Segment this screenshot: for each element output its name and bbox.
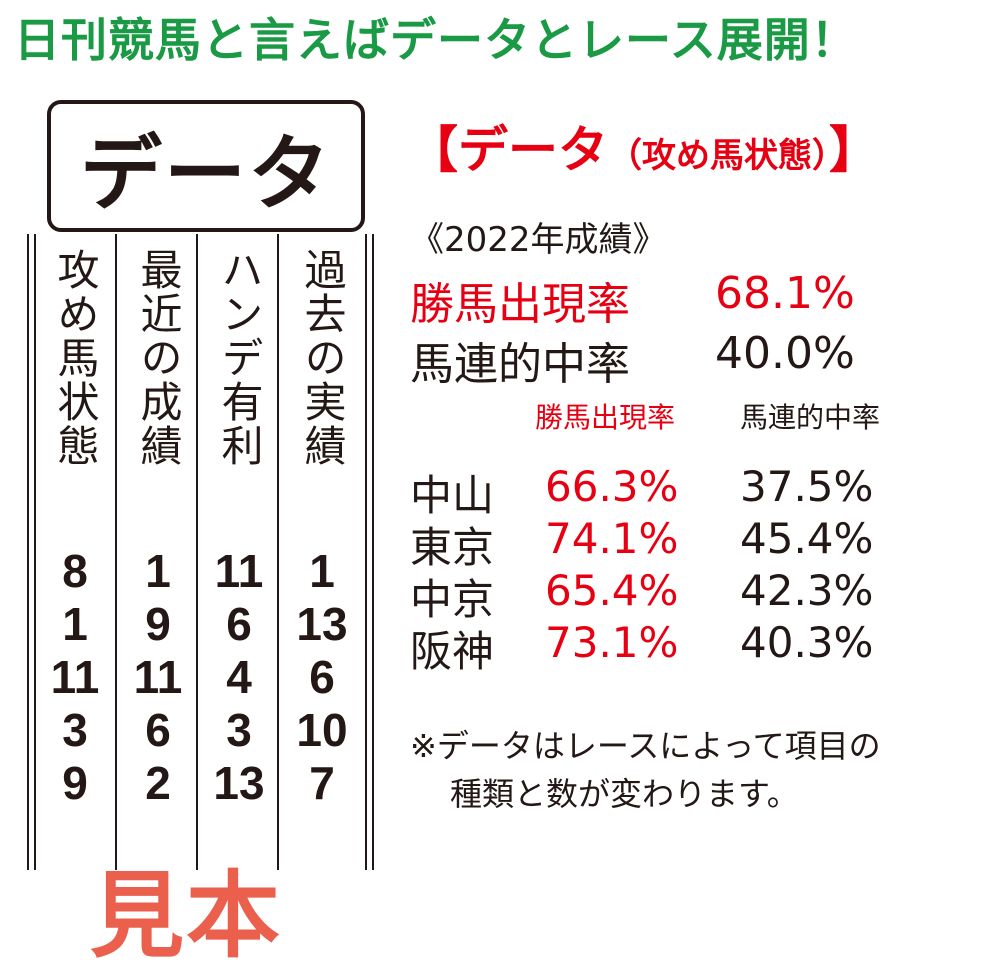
- column-number: 11: [214, 545, 264, 597]
- column-number: 8: [62, 545, 88, 597]
- column-number: 3: [62, 704, 88, 756]
- year-label: 《2022年成績》: [410, 220, 667, 260]
- venue-name: 東京: [410, 523, 495, 572]
- panel-title: 【データ（攻め馬状態）】: [408, 110, 990, 182]
- rule-line: [277, 234, 279, 870]
- venue-name: 中山: [410, 471, 495, 520]
- panel-title-main: 【データ: [408, 121, 608, 179]
- column-number: 2: [145, 757, 171, 809]
- column-number: 11: [50, 651, 100, 703]
- column-number: 1: [62, 598, 88, 650]
- column-recent-results: 最近の成績 1 9 11 6 2: [118, 248, 198, 810]
- column-number: 13: [213, 757, 265, 809]
- column-header: 過去の実績: [298, 248, 347, 468]
- column-number: 7: [309, 757, 335, 809]
- venue-win-rate: 73.1%: [545, 618, 679, 667]
- column-number: 9: [145, 598, 171, 650]
- rule-line: [115, 234, 117, 870]
- stat-label: 馬連的中率: [410, 339, 630, 390]
- rule-line: [27, 234, 29, 870]
- venue-name: 中京: [410, 575, 495, 624]
- column-number: 13: [296, 598, 348, 650]
- column-number: 6: [145, 704, 171, 756]
- panel-title-close: 】: [829, 121, 879, 179]
- column-number: 6: [226, 598, 252, 650]
- column-number: 1: [145, 545, 171, 597]
- column-workout-condition: 攻め馬状態 8 1 11 3 9: [35, 248, 115, 810]
- column-header: 最近の成績: [134, 248, 183, 468]
- stat-value: 40.0%: [715, 328, 855, 379]
- col-header-quinella: 馬連的中率: [740, 401, 881, 434]
- venue-name: 阪神: [410, 627, 495, 676]
- footnote-line: ※データはレースによって項目の: [410, 727, 881, 765]
- footnote: ※データはレースによって項目の 種類と数が変わります。: [410, 722, 881, 818]
- venue-win-rate: 66.3%: [545, 462, 679, 511]
- column-number: 3: [226, 704, 252, 756]
- data-logo-box: データ: [47, 100, 365, 232]
- venue-win-rate: 74.1%: [545, 514, 679, 563]
- footnote-line: 種類と数が変わります。: [450, 775, 799, 813]
- column-header: 攻め馬状態: [51, 248, 100, 468]
- data-column-sample: データ 過去の実績 1 13 6 10 7 ハンデ有利 11 6 4 3 13 …: [25, 100, 377, 971]
- venue-quinella-rate: 45.4%: [740, 514, 874, 563]
- sample-watermark: 見本: [90, 862, 283, 971]
- column-number: 11: [133, 651, 183, 703]
- venue-row: 東京 74.1% 45.4%: [410, 514, 873, 575]
- column-rules: [25, 234, 377, 870]
- stat-value: 68.1%: [715, 268, 855, 319]
- column-number: 10: [296, 704, 348, 756]
- col-header-win: 勝馬出現率: [535, 401, 676, 434]
- venue-win-rate: 65.4%: [545, 566, 679, 615]
- column-header: ハンデ有利: [215, 248, 264, 468]
- column-handicap: ハンデ有利 11 6 4 3 13: [199, 248, 279, 810]
- venue-row: 中山 66.3% 37.5%: [410, 462, 873, 523]
- headline: 日刊競馬と言えばデータとレース展開！: [14, 13, 858, 67]
- venue-row: 阪神 73.1% 40.3%: [410, 618, 873, 679]
- venue-quinella-rate: 40.3%: [740, 618, 874, 667]
- rule-line: [34, 234, 36, 870]
- column-past-record: 過去の実績 1 13 6 10 7: [282, 248, 362, 810]
- venue-quinella-rate: 42.3%: [740, 566, 874, 615]
- column-number: 9: [62, 757, 88, 809]
- venue-row: 中京 65.4% 42.3%: [410, 566, 873, 627]
- column-number: 1: [309, 545, 335, 597]
- rule-line: [196, 234, 198, 870]
- stat-label: 勝馬出現率: [410, 279, 630, 330]
- stats-panel: 【データ（攻め馬状態）】 《2022年成績》 勝馬出現率 68.1% 馬連的中率…: [408, 110, 990, 813]
- rule-line: [372, 234, 374, 870]
- column-number: 6: [309, 651, 335, 703]
- data-logo-text: データ: [79, 126, 332, 222]
- panel-title-sub: （攻め馬状態）: [608, 136, 829, 176]
- rule-line: [365, 234, 367, 870]
- column-number: 4: [226, 651, 252, 703]
- venue-quinella-rate: 37.5%: [740, 462, 874, 511]
- stat-win-rate: 勝馬出現率 68.1%: [410, 268, 855, 332]
- stat-quinella-rate: 馬連的中率 40.0%: [410, 328, 855, 392]
